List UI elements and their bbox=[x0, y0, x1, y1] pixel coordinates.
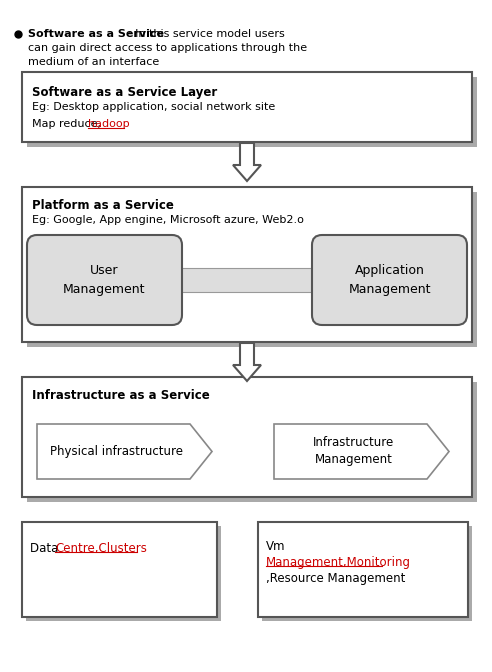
Text: : In this service model users: : In this service model users bbox=[128, 29, 285, 39]
FancyBboxPatch shape bbox=[27, 382, 477, 502]
FancyBboxPatch shape bbox=[262, 526, 472, 621]
Text: Eg: Desktop application, social network site: Eg: Desktop application, social network … bbox=[32, 102, 275, 112]
FancyBboxPatch shape bbox=[47, 268, 447, 292]
FancyBboxPatch shape bbox=[258, 522, 468, 617]
FancyBboxPatch shape bbox=[22, 72, 472, 142]
Polygon shape bbox=[274, 424, 449, 479]
Text: Vm: Vm bbox=[266, 540, 285, 553]
FancyBboxPatch shape bbox=[312, 235, 467, 325]
Text: Software as a Service: Software as a Service bbox=[28, 29, 164, 39]
Text: Data: Data bbox=[30, 542, 62, 555]
Text: Physical infrastructure: Physical infrastructure bbox=[50, 445, 183, 458]
Polygon shape bbox=[233, 143, 261, 181]
FancyBboxPatch shape bbox=[22, 522, 217, 617]
Text: Management,Monitoring: Management,Monitoring bbox=[266, 556, 411, 569]
Text: Eg: Google, App engine, Microsoft azure, Web2.o: Eg: Google, App engine, Microsoft azure,… bbox=[32, 215, 304, 225]
Text: ,Resource Management: ,Resource Management bbox=[266, 572, 405, 585]
Polygon shape bbox=[37, 424, 212, 479]
FancyBboxPatch shape bbox=[22, 187, 472, 342]
Text: can gain direct access to applications through the: can gain direct access to applications t… bbox=[28, 43, 307, 53]
Text: medium of an interface: medium of an interface bbox=[28, 57, 159, 67]
FancyBboxPatch shape bbox=[27, 192, 477, 347]
Text: hadoop: hadoop bbox=[88, 119, 129, 129]
FancyBboxPatch shape bbox=[22, 377, 472, 497]
Text: Infrastructure
Management: Infrastructure Management bbox=[313, 437, 394, 466]
Text: Infrastructure as a Service: Infrastructure as a Service bbox=[32, 389, 210, 402]
Text: Application
Management: Application Management bbox=[348, 264, 431, 296]
FancyBboxPatch shape bbox=[26, 526, 221, 621]
Text: Centre,Clusters: Centre,Clusters bbox=[55, 542, 147, 555]
Text: Platform as a Service: Platform as a Service bbox=[32, 199, 174, 212]
Polygon shape bbox=[233, 343, 261, 381]
FancyBboxPatch shape bbox=[27, 77, 477, 147]
Text: Map reduce,: Map reduce, bbox=[32, 119, 104, 129]
Text: User
Management: User Management bbox=[63, 264, 146, 296]
FancyBboxPatch shape bbox=[27, 235, 182, 325]
Text: Software as a Service Layer: Software as a Service Layer bbox=[32, 86, 217, 99]
